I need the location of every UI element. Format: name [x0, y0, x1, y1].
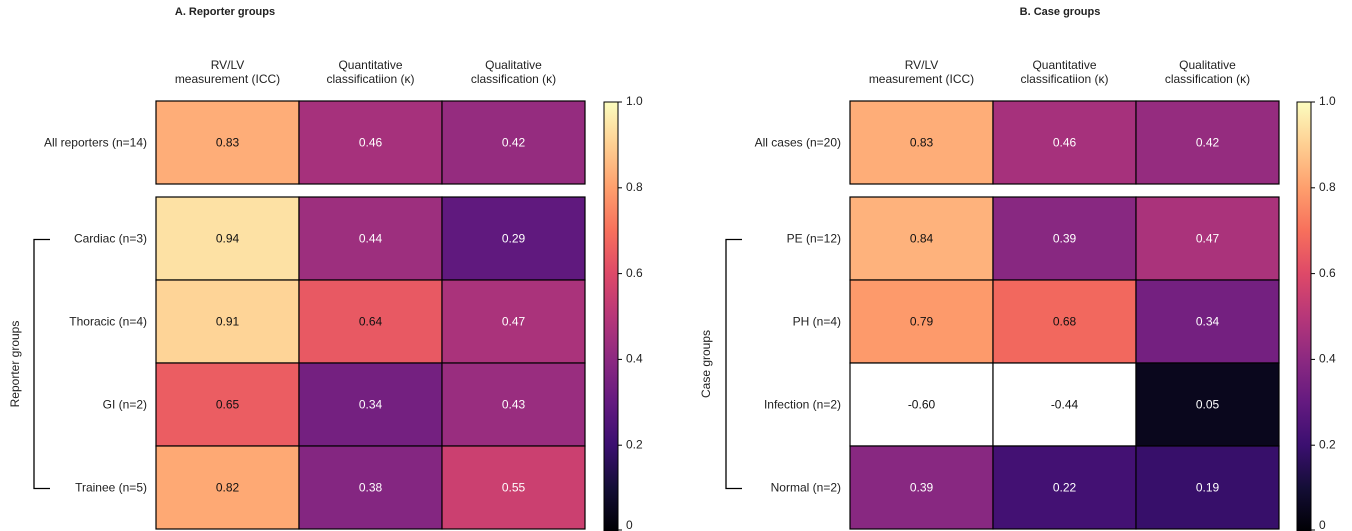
cell-value-label: 0.34 [1196, 315, 1220, 329]
column-header: Qualitative classification (κ) [471, 58, 556, 86]
colorbar-tick-label: 0.2 [1319, 437, 1336, 451]
colorbar-tick-label: 1.0 [626, 94, 643, 108]
row-label: PE (n=12) [787, 232, 841, 246]
cell-value-label: 0.47 [502, 315, 526, 329]
cell-value-label: 0.47 [1196, 232, 1220, 246]
heatmap-cell [849, 445, 994, 530]
cell-value-label: 0.42 [502, 136, 526, 150]
row-label: Trainee (n=5) [75, 481, 147, 495]
heatmap-cell [441, 445, 586, 530]
panel-reporter-groups: A. Reporter groups RV/LV measurement (ICC)… [8, 6, 643, 531]
column-header: RV/LV measurement (ICC) [175, 58, 280, 86]
heatmap-cell [298, 100, 443, 185]
column-header: Quantitative classificatiion (κ) [326, 58, 414, 86]
cell-value-label: 0.42 [1196, 136, 1220, 150]
cell-value-label: 0.79 [910, 315, 934, 329]
colorbar-tick-label: 0.8 [1319, 180, 1336, 194]
cell-value-label: 0.39 [1053, 232, 1077, 246]
cell-value-label: 0.19 [1196, 481, 1220, 495]
panel-title: A. Reporter groups [175, 6, 275, 18]
cell-value-label: 0.91 [216, 315, 240, 329]
colorbar-tick-label: 0.6 [626, 266, 643, 280]
group-bracket [725, 238, 742, 490]
heatmap-cell [155, 196, 300, 281]
cell-value-label: 0.05 [1196, 398, 1220, 412]
column-header: Quantitative classificatiion (κ) [1020, 58, 1108, 86]
cell-value-label: 0.46 [1053, 136, 1077, 150]
group-label: Case groups [699, 330, 713, 398]
colorbar-tick-label: 0.4 [626, 352, 643, 366]
group-label: Reporter groups [8, 321, 22, 408]
heatmap-cell [1135, 100, 1280, 185]
heatmap-cell [992, 445, 1137, 530]
heatmap-cell [441, 100, 586, 185]
heatmap-cell [298, 445, 443, 530]
heatmap-cell [1135, 362, 1280, 447]
heatmap-cell [441, 362, 586, 447]
cell-value-label: 0.46 [359, 136, 383, 150]
panel-title: B. Case groups [1020, 6, 1101, 18]
cell-value-label: 0.43 [502, 398, 526, 412]
cell-value-label: 0.83 [216, 136, 240, 150]
cell-value-label: 0.68 [1053, 315, 1077, 329]
colorbar-tick-label: 0 [626, 518, 633, 531]
cell-value-label: 0.55 [502, 481, 526, 495]
row-label: Thoracic (n=4) [69, 315, 147, 329]
heatmap-cell [298, 196, 443, 281]
panel-case-groups: B. Case groups RV/LV measurement (ICC) Quan… [699, 6, 1336, 531]
colorbar-tick-label: 0.8 [626, 180, 643, 194]
heatmap-cell [992, 279, 1137, 364]
heatmap-cell [155, 362, 300, 447]
heatmap-cell [992, 100, 1137, 185]
cell-value-label: 0.22 [1053, 481, 1077, 495]
cell-value-label: -0.44 [1051, 398, 1079, 412]
cell-value-label: 0.84 [910, 232, 934, 246]
heatmap-cell [441, 196, 586, 281]
cell-value-label: 0.39 [910, 481, 934, 495]
colorbar-tick-label: 0.2 [626, 437, 643, 451]
column-header: RV/LV measurement (ICC) [869, 58, 974, 86]
colorbar [1296, 101, 1312, 531]
group-bracket [33, 238, 50, 490]
cell-value-label: 0.29 [502, 232, 526, 246]
row-label: Cardiac (n=3) [74, 232, 147, 246]
cell-value-label: -0.60 [908, 398, 936, 412]
cell-value-label: 0.44 [359, 232, 383, 246]
colorbar [603, 101, 619, 531]
heatmap-cell [992, 362, 1137, 447]
colorbar-tick-label: 0 [1319, 518, 1326, 531]
cell-value-label: 0.82 [216, 481, 240, 495]
row-label: All cases (n=20) [755, 136, 841, 150]
colorbar-tick-label: 1.0 [1319, 94, 1336, 108]
row-label: PH (n=4) [793, 315, 841, 329]
cell-value-label: 0.94 [216, 232, 240, 246]
colorbar-tick-label: 0.6 [1319, 266, 1336, 280]
heatmap-cell [1135, 445, 1280, 530]
cell-value-label: 0.34 [359, 398, 383, 412]
heatmap-cell [849, 362, 994, 447]
column-header: Qualitative classification (κ) [1165, 58, 1250, 86]
cell-value-label: 0.83 [910, 136, 934, 150]
row-label: All reporters (n=14) [44, 136, 147, 150]
heatmap-cell [1135, 196, 1280, 281]
cell-value-label: 0.65 [216, 398, 240, 412]
row-label: Normal (n=2) [771, 481, 841, 495]
row-label: Infection (n=2) [764, 398, 841, 412]
row-label: GI (n=2) [103, 398, 147, 412]
heatmap-cell [155, 100, 300, 185]
cell-value-label: 0.64 [359, 315, 383, 329]
cell-value-label: 0.38 [359, 481, 383, 495]
heatmap-cell [298, 279, 443, 364]
heatmap-cell [1135, 279, 1280, 364]
colorbar-tick-label: 0.4 [1319, 352, 1336, 366]
heatmap-cell [155, 445, 300, 530]
